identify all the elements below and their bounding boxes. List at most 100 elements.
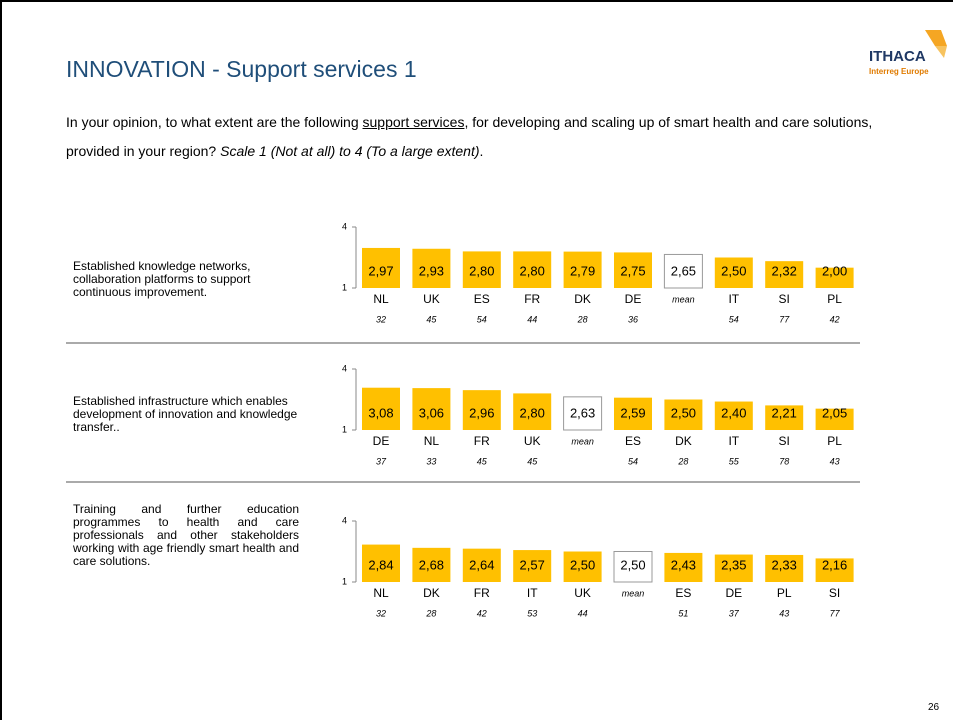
value-label: 2,21 [772, 405, 797, 420]
x-tick-label: mean [672, 294, 695, 304]
count-label: 32 [376, 314, 386, 324]
value-label: 2,50 [570, 557, 595, 572]
count-label: 33 [426, 456, 436, 466]
count-label: 37 [729, 608, 740, 618]
x-tick-label: PL [827, 434, 842, 448]
bar [462, 390, 501, 430]
value-label: 2,65 [671, 263, 696, 278]
y-tick-label: 4 [342, 363, 347, 373]
bar [664, 552, 703, 582]
value-label: 2,43 [671, 557, 696, 572]
bar [765, 405, 804, 430]
x-tick-label: DK [574, 292, 591, 306]
count-label: 55 [729, 456, 740, 466]
bar [362, 247, 400, 288]
bar [513, 251, 552, 288]
count-label: 51 [678, 608, 688, 618]
x-tick-label: NL [373, 586, 389, 600]
count-label: 43 [830, 456, 840, 466]
x-tick-label: DK [675, 434, 692, 448]
bar [563, 251, 602, 288]
logo-icon [935, 46, 947, 58]
x-tick-label: PL [777, 586, 792, 600]
x-tick-label: SI [829, 586, 840, 600]
bar [412, 248, 451, 288]
x-tick-label: FR [474, 586, 490, 600]
bar [614, 252, 652, 288]
value-label: 2,79 [570, 263, 595, 278]
x-tick-label: IT [728, 292, 739, 306]
count-label: 45 [477, 456, 488, 466]
x-tick-label: UK [524, 434, 541, 448]
logo-subtitle: Interreg Europe [869, 67, 929, 76]
bar [815, 267, 854, 288]
y-tick-label: 4 [342, 221, 347, 231]
question-scale: Scale 1 (Not at all) to 4 (To a large ex… [220, 143, 480, 159]
count-label: 78 [779, 456, 789, 466]
bar [815, 408, 854, 430]
x-tick-label: UK [574, 586, 591, 600]
bar [714, 257, 753, 288]
x-tick-label: mean [571, 436, 594, 446]
x-tick-label: NL [424, 434, 440, 448]
question-link: support services [362, 114, 465, 130]
count-label: 42 [830, 314, 840, 324]
x-tick-label: UK [423, 292, 440, 306]
x-tick-label: PL [827, 292, 842, 306]
count-label: 28 [677, 456, 688, 466]
value-label: 2,50 [721, 263, 746, 278]
slide-title: INNOVATION - Support services 1 [66, 56, 417, 82]
x-tick-label: mean [622, 588, 645, 598]
count-label: 45 [527, 456, 538, 466]
x-tick-label: ES [474, 292, 490, 306]
bar [563, 551, 602, 582]
value-label: 2,05 [822, 405, 847, 420]
bar [663, 253, 703, 289]
question: In your opinion, to what extent are the … [66, 108, 896, 166]
x-tick-label: DK [423, 586, 440, 600]
value-label: 2,80 [520, 263, 545, 278]
bar [765, 554, 804, 582]
x-tick-label: IT [527, 586, 538, 600]
value-label: 2,50 [671, 405, 696, 420]
page-number: 26 [928, 702, 940, 713]
x-tick-label: IT [728, 434, 739, 448]
count-label: 28 [425, 608, 436, 618]
question-text: In your opinion, to what extent are the … [66, 114, 363, 130]
bar [714, 401, 753, 430]
y-tick-label: 1 [342, 424, 347, 434]
x-tick-label: FR [524, 292, 540, 306]
bar [714, 554, 753, 582]
bar [513, 393, 552, 430]
value-label: 2,63 [570, 405, 595, 420]
bar [765, 261, 804, 288]
x-tick-label: NL [373, 292, 389, 306]
count-label: 44 [527, 314, 537, 324]
logo-icon [925, 30, 947, 46]
count-label: 77 [830, 608, 841, 618]
count-label: 32 [376, 608, 386, 618]
bar [412, 547, 451, 582]
x-tick-label: SI [779, 434, 790, 448]
question-text: . [479, 143, 484, 159]
value-label: 2,57 [520, 557, 545, 572]
count-label: 42 [477, 608, 487, 618]
value-label: 2,80 [520, 405, 545, 420]
chart-label: Established knowledge networks, collabor… [73, 259, 251, 299]
value-label: 2,64 [469, 557, 494, 572]
count-label: 45 [426, 314, 437, 324]
y-tick-label: 4 [342, 515, 347, 525]
value-label: 2,33 [772, 557, 797, 572]
count-label: 54 [477, 314, 487, 324]
question-text: , for developing and scaling up of smart… [66, 114, 873, 159]
bar [563, 396, 603, 431]
bar [614, 397, 652, 430]
count-label: 54 [729, 314, 739, 324]
bar [362, 544, 400, 582]
value-label: 2,35 [721, 557, 746, 572]
x-tick-label: SI [779, 292, 790, 306]
value-label: 2,84 [368, 557, 393, 572]
value-label: 2,32 [772, 263, 797, 278]
